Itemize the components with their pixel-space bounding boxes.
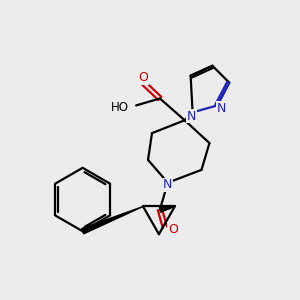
- Text: N: N: [187, 110, 196, 123]
- Polygon shape: [159, 206, 175, 212]
- Text: N: N: [163, 178, 172, 191]
- Polygon shape: [82, 206, 143, 234]
- Text: O: O: [138, 71, 148, 84]
- Text: HO: HO: [111, 101, 129, 114]
- Text: N: N: [217, 102, 226, 115]
- Text: O: O: [168, 223, 178, 236]
